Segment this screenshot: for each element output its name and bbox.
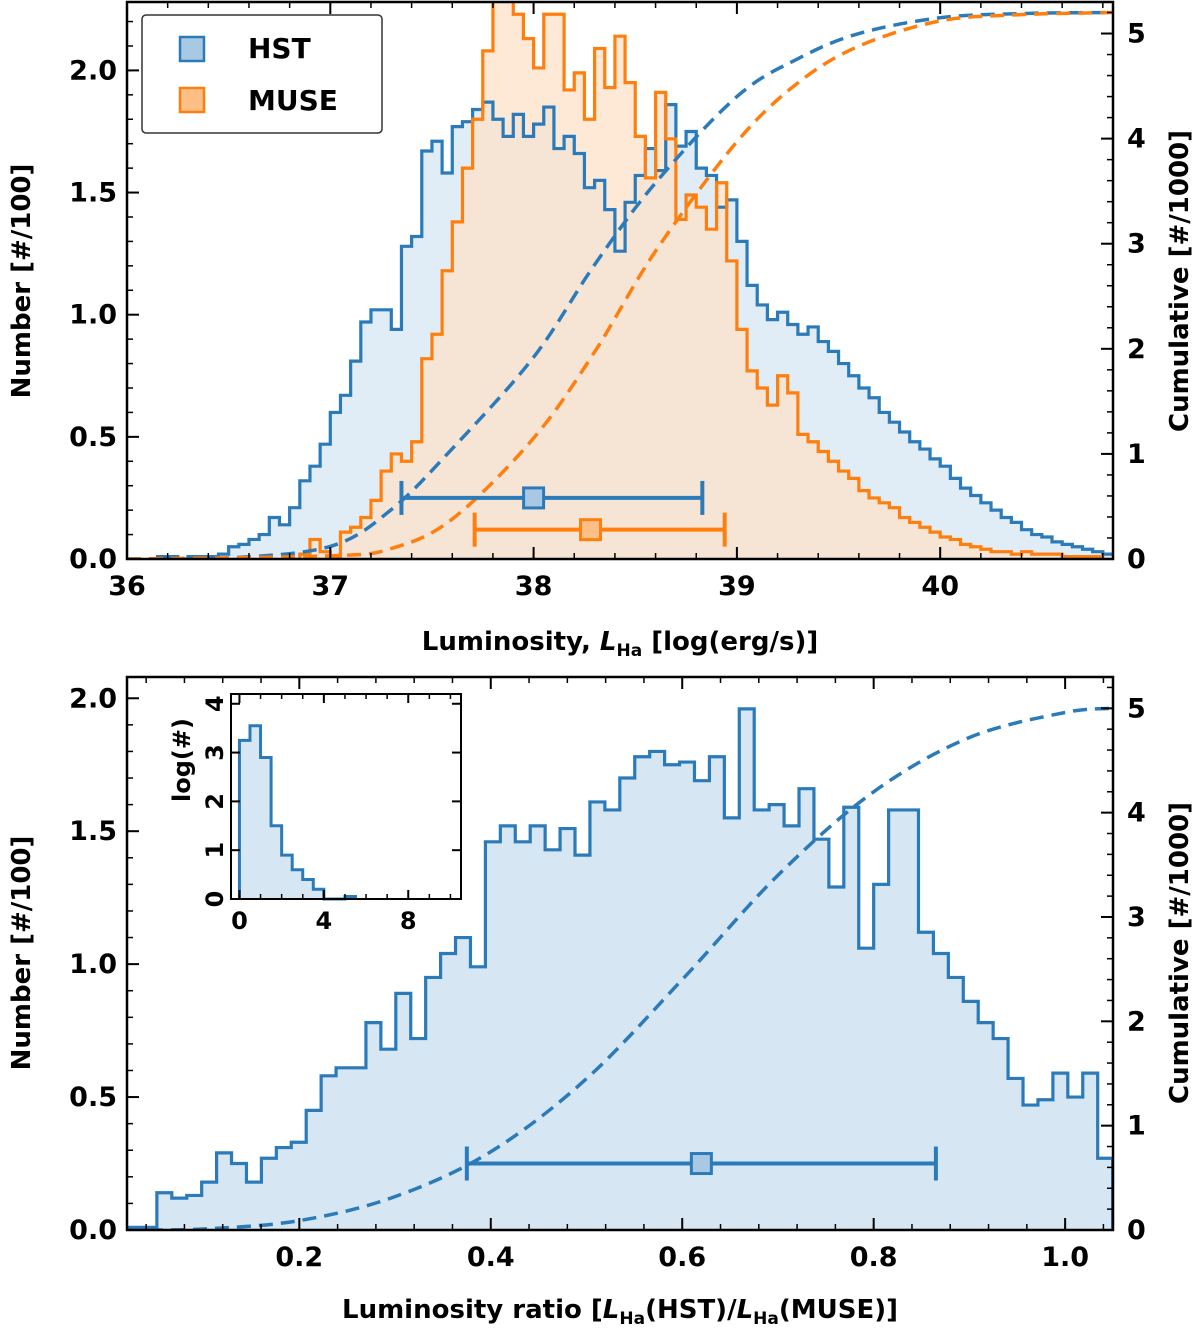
legend-swatch-muse [178,86,206,114]
top-y2tick-label: 1 [1127,439,1146,470]
top-axis-ticks [126,2,1113,560]
top-y2-axis-label: Cumulative [#/1000] [1165,130,1195,432]
top-muse-errorbar-marker [579,518,603,542]
legend-label-muse: MUSE [248,84,338,117]
bottom-x-axis-label: Luminosity ratio [LHa(HST)/LHa(MUSE)] [342,1295,898,1328]
top-xtick-label: 36 [108,571,146,602]
bottom-ytick-label: 1.0 [69,949,117,980]
luminosity-histogram-panel: 36 37 38 39 40 0.0 0.5 1.0 1.5 2.0 0 1 2 3 4 5 Luminosi… [7,0,1195,661]
top-cumulative-curves [127,10,1113,559]
bottom-histogram-fill [127,708,1113,1230]
bottom-axis-ticks [127,677,1113,1231]
inset-xtick-label: 8 [400,907,417,935]
top-xtick-label: 38 [515,571,553,602]
bottom-hst-cumulative-line [127,706,1113,1230]
legend-label-hst: HST [248,32,311,65]
bottom-ytick-label: 0.5 [69,1082,117,1113]
top-histogram-fills [157,2,1113,559]
bottom-xtick-label: 0.6 [658,1242,706,1273]
bottom-y2tick-label: 4 [1127,798,1146,829]
top-ytick-label: 2.0 [69,55,117,86]
top-xtick-label: 40 [921,571,959,602]
top-y2tick-label: 4 [1127,124,1146,155]
bottom-errorbar [464,1146,938,1181]
legend-entry-muse: MUSE [178,84,338,117]
bottom-ytick-label: 0.0 [69,1215,117,1246]
top-muse-hist-step [298,2,1105,559]
inset-ytick-label: 1 [201,842,229,859]
top-histogram-steps [155,2,1113,559]
bottom-y-axis-label: Number [#/100] [7,836,37,1071]
inset-ytick-label: 4 [201,695,229,712]
top-y2tick-label: 0 [1127,544,1146,575]
top-tick-labels: 36 37 38 39 40 0.0 0.5 1.0 1.5 2.0 0 1 2 3 4 5 [69,19,1146,602]
top-hst-errorbar-marker [522,486,546,510]
top-y2tick-label: 5 [1127,19,1146,50]
bottom-xtick-label: 1.0 [1041,1242,1089,1273]
inset-tick-labels: 0 4 8 0 1 2 3 4 [201,695,417,935]
inset-ytick-label: 2 [201,793,229,810]
top-xtick-label: 37 [312,571,350,602]
bottom-y2-axis-label: Cumulative [#/1000] [1165,802,1195,1104]
top-errorbars [399,480,727,547]
bottom-y2tick-label: 1 [1127,1111,1146,1142]
bottom-y2tick-label: 0 [1127,1215,1146,1246]
top-ytick-label: 0.5 [69,422,117,453]
top-ytick-label: 1.0 [69,300,117,331]
bottom-ytick-label: 2.0 [69,683,117,714]
top-y2tick-label: 2 [1127,334,1146,365]
top-y2tick-label: 3 [1127,229,1146,260]
top-muse-hist-fill [299,2,1103,559]
bottom-histogram-step [127,707,1113,1230]
inset-ytick-label: 0 [201,891,229,908]
bottom-y2tick-label: 3 [1127,902,1146,933]
inset-ytick-label: 3 [201,744,229,761]
top-ytick-label: 0.0 [69,544,117,575]
inset-frame [230,693,462,900]
inset-y-axis-label: log(#) [168,718,196,802]
ratio-histogram-panel: 0.2 0.4 0.6 0.8 1.0 0.0 0.5 1.0 1.5 2.0 0 1 2 3 4 5 Lum… [7,675,1195,1328]
inset-xtick-label: 0 [231,907,248,935]
bottom-plot-frame [125,675,1115,1232]
bottom-xtick-label: 0.4 [467,1242,515,1273]
top-y-axis-label: Number [#/100] [7,164,37,399]
top-plot-frame [125,0,1115,561]
top-x-axis-label: Luminosity, LHa [log(erg/s)] [422,627,818,661]
bottom-y2tick-label: 5 [1127,693,1146,724]
inset-hist-fill [239,725,356,899]
top-xtick-label: 39 [718,571,756,602]
top-hst-cumulative-line [127,10,1113,559]
inset-axis-ticks [231,694,461,900]
bottom-hst-hist-step [127,707,1113,1230]
bottom-tick-labels: 0.2 0.4 0.6 0.8 1.0 0.0 0.5 1.0 1.5 2.0 0 1 2 3 4 5 [69,683,1146,1273]
legend-entry-hst: HST [178,32,311,65]
top-muse-cumulative-line [127,10,1113,559]
bottom-xtick-label: 0.2 [275,1242,323,1273]
top-ytick-label: 1.5 [69,178,117,209]
bottom-hst-hist-fill [127,708,1113,1230]
inset-log-histogram: 0 4 8 0 1 2 3 4 log(#) [168,693,462,935]
bottom-xtick-label: 0.8 [850,1242,898,1273]
bottom-cumulative-curve [127,706,1113,1230]
legend-swatch-hst [178,35,206,63]
bottom-hst-errorbar-marker [689,1152,713,1176]
bottom-y2tick-label: 2 [1127,1006,1146,1037]
bottom-ytick-label: 1.5 [69,816,117,847]
legend: HST MUSE [141,14,383,134]
top-hst-hist-step [155,100,1113,559]
inset-xtick-label: 4 [315,907,332,935]
inset-histogram-fill [239,725,356,899]
